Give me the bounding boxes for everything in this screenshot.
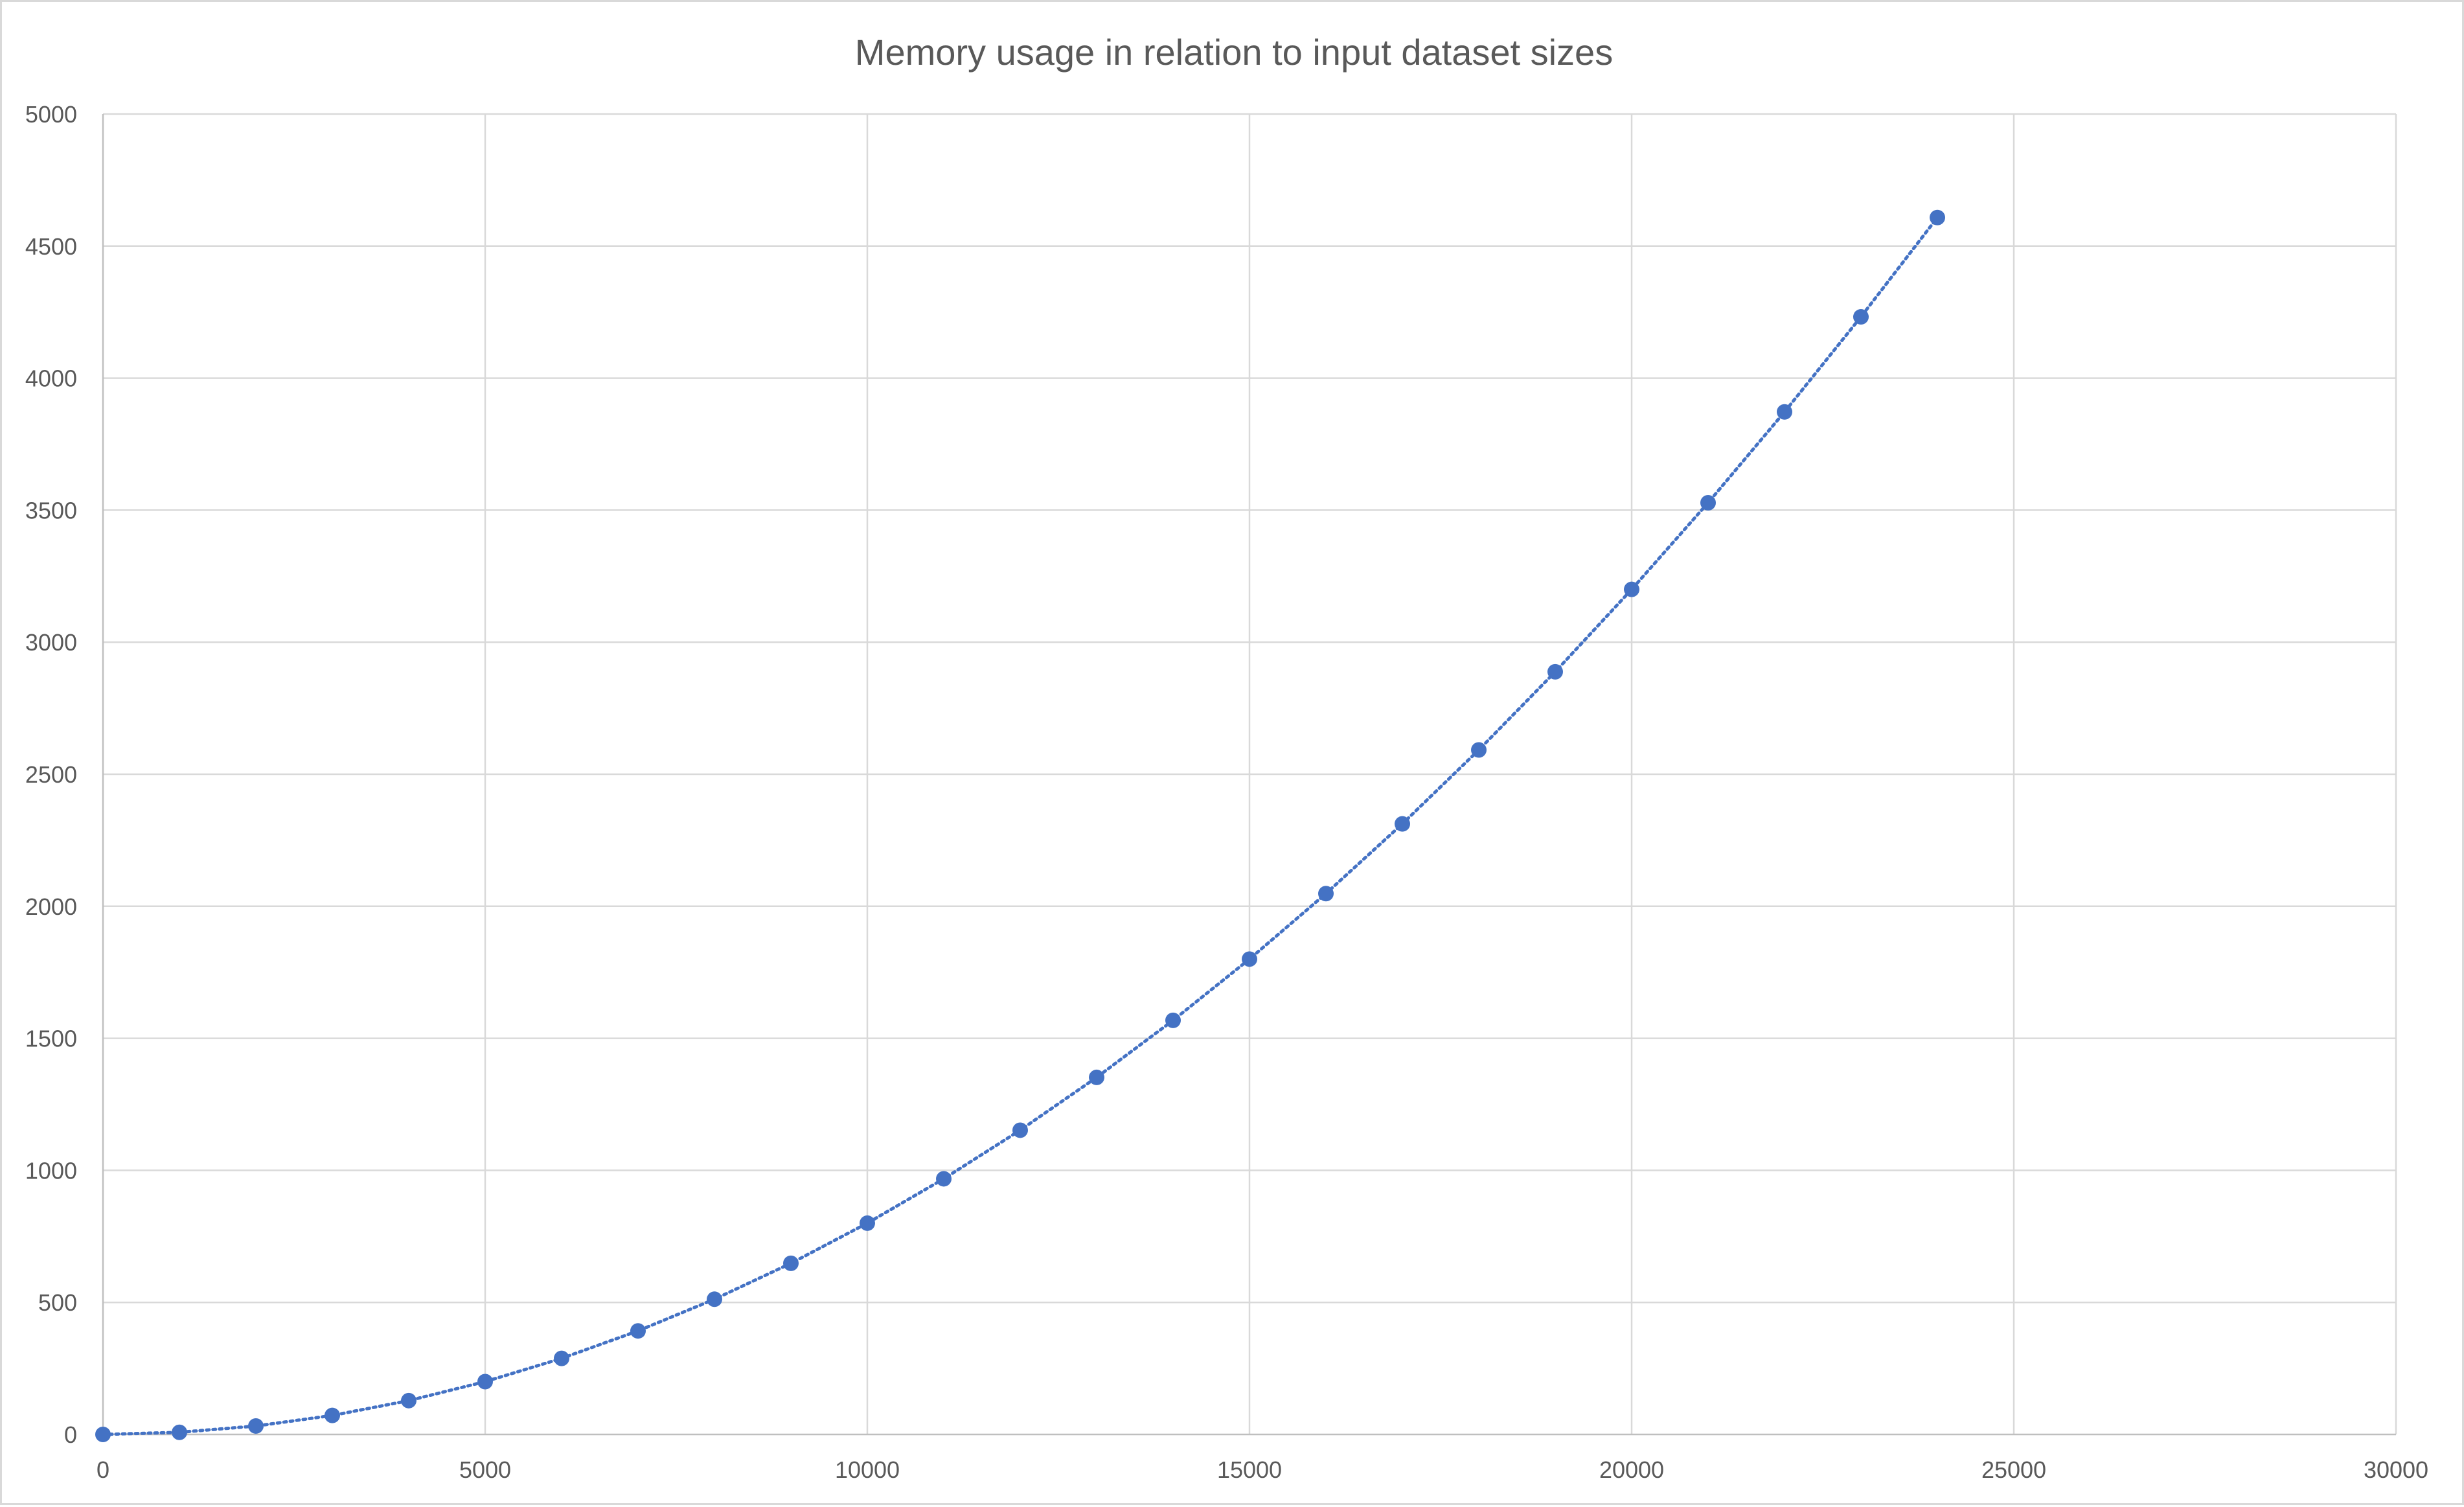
y-tick-label: 1500 bbox=[25, 1026, 77, 1052]
data-point bbox=[1547, 663, 1563, 680]
data-point bbox=[936, 1171, 952, 1187]
data-point bbox=[325, 1407, 340, 1423]
y-tick-label: 5000 bbox=[25, 101, 77, 128]
data-point bbox=[1318, 886, 1334, 902]
data-point bbox=[248, 1418, 264, 1434]
data-point bbox=[554, 1350, 569, 1366]
y-tick-label: 2000 bbox=[25, 893, 77, 920]
axes: 0 500 1000 1500 2000 2500 3000 3500 4000 4500 5000… bbox=[25, 101, 2428, 1483]
data-point bbox=[1395, 816, 1410, 832]
data-point bbox=[707, 1291, 722, 1307]
x-tick-label: 15000 bbox=[1217, 1456, 1282, 1483]
data-point bbox=[1165, 1012, 1181, 1028]
data-point bbox=[401, 1392, 416, 1409]
data-point bbox=[630, 1323, 646, 1339]
gridlines bbox=[103, 113, 2397, 1434]
trend-line bbox=[101, 216, 1939, 1436]
x-tick-label: 5000 bbox=[459, 1456, 511, 1483]
y-tick-label: 1000 bbox=[25, 1157, 77, 1184]
data-point bbox=[477, 1374, 493, 1390]
data-point bbox=[1471, 742, 1487, 758]
x-tick-label: 10000 bbox=[835, 1456, 900, 1483]
y-tick-label: 3500 bbox=[25, 497, 77, 523]
y-tick-label: 0 bbox=[64, 1421, 77, 1448]
x-tick-label: 0 bbox=[97, 1456, 109, 1483]
data-point bbox=[1700, 494, 1716, 511]
data-point bbox=[860, 1215, 875, 1231]
y-tick-label: 3000 bbox=[25, 629, 77, 656]
x-tick-label: 30000 bbox=[2364, 1456, 2428, 1483]
y-tick-label: 500 bbox=[38, 1289, 77, 1316]
data-point bbox=[1089, 1069, 1104, 1085]
x-tick-label: 25000 bbox=[1981, 1456, 2046, 1483]
data-point bbox=[1853, 309, 1869, 325]
data-points bbox=[95, 209, 1945, 1442]
data-point bbox=[1624, 581, 1639, 597]
y-tick-label: 4000 bbox=[25, 365, 77, 392]
y-tick-label: 4500 bbox=[25, 233, 77, 260]
data-point bbox=[1777, 404, 1792, 420]
x-tick-label: 20000 bbox=[1599, 1456, 1664, 1483]
trend-line-layer bbox=[101, 216, 1939, 1436]
data-point bbox=[1012, 1122, 1028, 1138]
chart-title: Memory usage in relation to input datase… bbox=[855, 32, 1613, 73]
y-tick-label: 2500 bbox=[25, 761, 77, 788]
data-point bbox=[783, 1255, 799, 1271]
data-point bbox=[172, 1424, 187, 1440]
data-point bbox=[1242, 951, 1257, 967]
data-point bbox=[95, 1427, 111, 1442]
data-point bbox=[1930, 209, 1945, 225]
